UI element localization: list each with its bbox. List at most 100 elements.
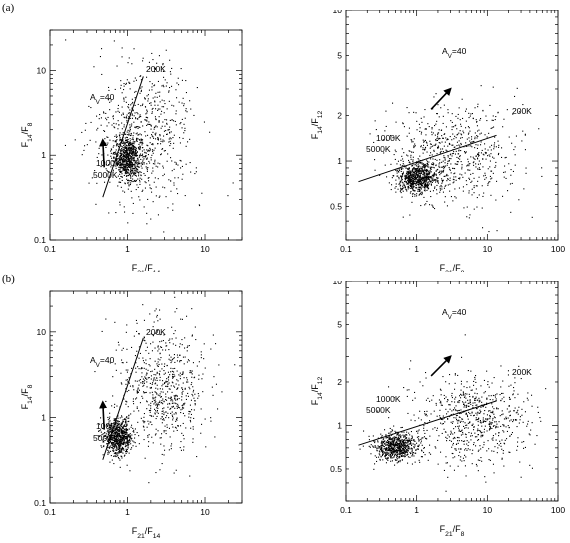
data-point [461, 168, 463, 170]
data-point [403, 187, 405, 189]
data-point [121, 153, 123, 155]
data-point [402, 171, 404, 173]
data-point [123, 83, 125, 85]
data-point [174, 396, 176, 398]
data-point [192, 441, 194, 443]
data-point [187, 395, 189, 397]
data-point [101, 330, 103, 332]
data-point [486, 120, 488, 122]
data-point [482, 166, 484, 168]
data-point [152, 170, 154, 172]
data-point [115, 426, 117, 428]
data-point [372, 445, 374, 447]
data-point [115, 212, 117, 214]
data-point [147, 98, 149, 100]
data-point [129, 470, 131, 472]
data-point [117, 425, 119, 427]
data-point [115, 433, 117, 435]
data-point [189, 162, 191, 164]
data-point [395, 186, 397, 188]
data-point [117, 341, 119, 343]
data-point [158, 363, 160, 365]
data-point [136, 330, 138, 332]
data-point [135, 162, 137, 164]
data-point [132, 150, 134, 152]
data-point [180, 318, 182, 320]
data-point [437, 145, 439, 147]
data-point [133, 180, 135, 182]
data-point [112, 160, 114, 162]
data-point [146, 109, 148, 111]
data-point [156, 405, 158, 407]
data-point [131, 125, 133, 127]
data-point [175, 403, 177, 405]
scatter-points [94, 296, 236, 484]
data-point [107, 436, 109, 438]
data-point [437, 104, 439, 106]
data-point [412, 187, 414, 189]
data-point [423, 172, 425, 174]
data-point [393, 437, 395, 439]
data-point [118, 430, 120, 432]
data-point [116, 155, 118, 157]
data-point [209, 131, 211, 133]
data-point [402, 448, 404, 450]
data-point [423, 140, 425, 142]
data-point [177, 406, 179, 408]
data-point [122, 112, 124, 114]
data-point [402, 182, 404, 184]
data-point [114, 88, 116, 90]
data-point [147, 369, 149, 371]
data-point [448, 142, 450, 144]
data-point [163, 106, 165, 108]
data-point [132, 169, 134, 171]
data-point [418, 186, 420, 188]
data-point [425, 170, 427, 172]
data-point [115, 439, 117, 441]
data-point [422, 184, 424, 186]
data-point [142, 139, 144, 141]
data-point [398, 456, 400, 458]
data-point [477, 153, 479, 155]
data-point [115, 369, 117, 371]
data-point [383, 446, 385, 448]
data-point [164, 125, 166, 127]
data-point [412, 176, 414, 178]
data-point [108, 159, 110, 161]
data-point [129, 109, 131, 111]
data-point [505, 177, 507, 179]
data-point [128, 185, 130, 187]
data-point [166, 378, 168, 380]
data-point [436, 113, 438, 115]
data-point [489, 146, 491, 148]
data-point [138, 146, 140, 148]
data-point [171, 423, 173, 425]
data-point [168, 349, 170, 351]
data-point [123, 166, 125, 168]
data-point [107, 437, 109, 439]
data-point [486, 136, 488, 138]
data-point [399, 164, 401, 166]
data-point [183, 404, 185, 406]
data-point [123, 158, 125, 160]
data-point [425, 141, 427, 143]
data-point [148, 177, 150, 179]
data-point [159, 134, 161, 136]
data-point [159, 469, 161, 471]
y-tick-label: 10 [37, 327, 47, 337]
data-point [176, 97, 178, 99]
data-point [431, 134, 433, 136]
data-point [126, 437, 128, 439]
data-point [124, 168, 126, 170]
data-point [405, 173, 407, 175]
data-point [113, 151, 115, 153]
data-point [429, 170, 431, 172]
data-point [391, 447, 393, 449]
data-point [162, 398, 164, 400]
data-point [184, 402, 186, 404]
data-point [416, 174, 418, 176]
data-point [131, 150, 133, 152]
data-point [173, 105, 175, 107]
data-point [108, 432, 110, 434]
data-point [192, 438, 194, 440]
